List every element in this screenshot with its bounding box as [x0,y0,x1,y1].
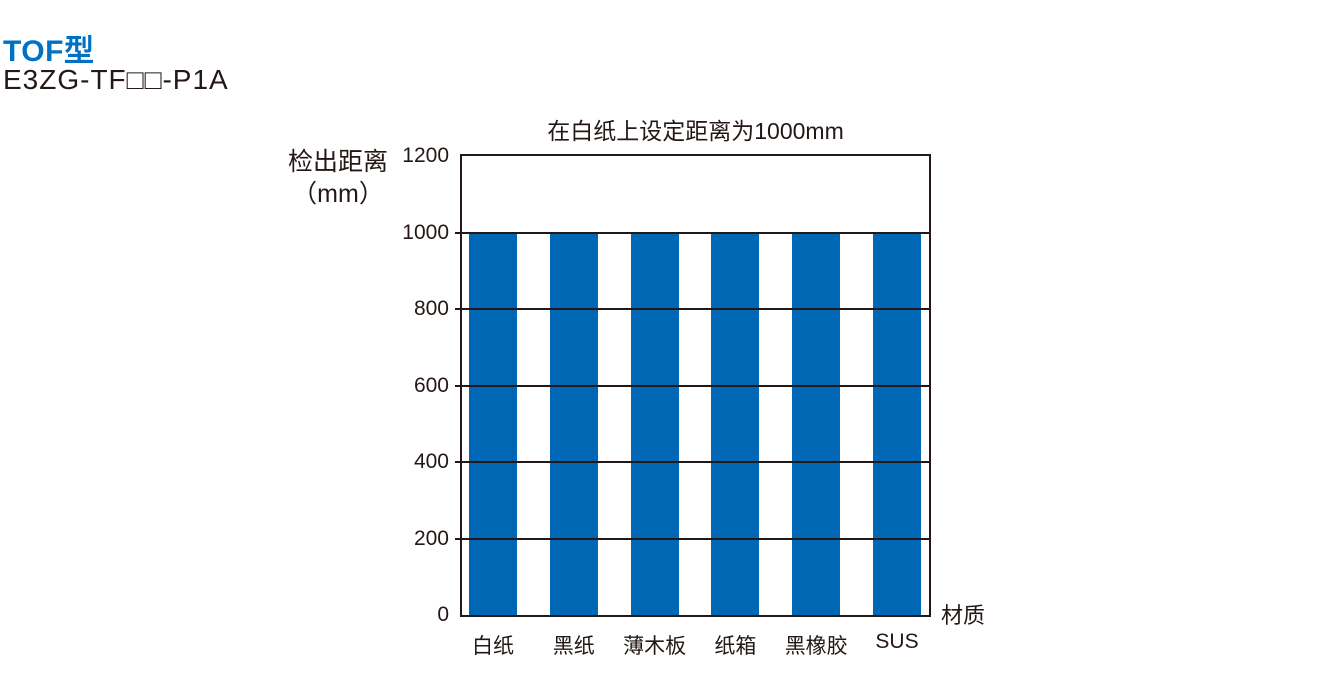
x-category-label: 黑纸 [552,635,595,658]
x-category-label: SUS [875,630,919,653]
bar [469,232,517,615]
x-category-label: 纸箱 [714,635,757,658]
x-category-label: 黑橡胶 [784,635,848,658]
bar [711,232,760,615]
gridline [455,308,929,310]
bar [630,232,679,615]
plot-area [455,154,931,617]
y-tick-label: 1200 [402,144,449,167]
y-tick-label: 600 [413,373,449,397]
y-tick-label: 1000 [402,220,449,244]
y-axis-title: 检出距离 （mm） [279,146,397,210]
gridline [455,384,929,387]
y-tick-label: 200 [413,526,449,550]
bar [549,232,598,615]
gridline [455,461,929,463]
gridline [455,231,929,234]
x-category-label: 白纸 [472,635,514,658]
y-tick-label: 400 [413,450,449,473]
section-title: TOF型 [3,35,95,68]
y-axis-title-text: 检出距离 [287,148,388,176]
model-number: E3ZG-TF□□-P1A [3,64,229,95]
y-tick-label: 800 [413,297,449,320]
chart-title: 在白纸上设定距离为1000mm [547,118,844,144]
x-axis-title: 材质 [941,603,986,628]
bar [792,232,841,615]
bar [873,232,921,615]
gridline [455,537,929,540]
y-axis-unit: （mm） [292,180,384,208]
y-tick-label: 0 [437,603,449,626]
x-category-label: 薄木板 [623,635,687,658]
